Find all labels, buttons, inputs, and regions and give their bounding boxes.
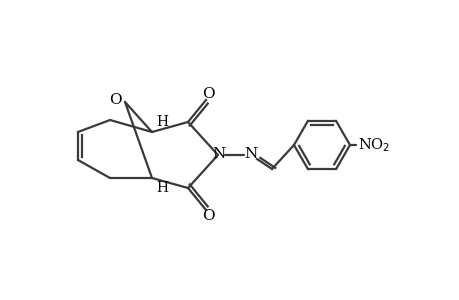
Text: O: O	[108, 93, 121, 107]
Text: H: H	[156, 181, 168, 195]
Text: O: O	[201, 209, 214, 223]
Text: H: H	[156, 115, 168, 129]
Text: N: N	[212, 147, 225, 161]
Text: N: N	[244, 147, 257, 161]
Text: NO$_2$: NO$_2$	[357, 136, 390, 154]
Text: O: O	[201, 87, 214, 101]
